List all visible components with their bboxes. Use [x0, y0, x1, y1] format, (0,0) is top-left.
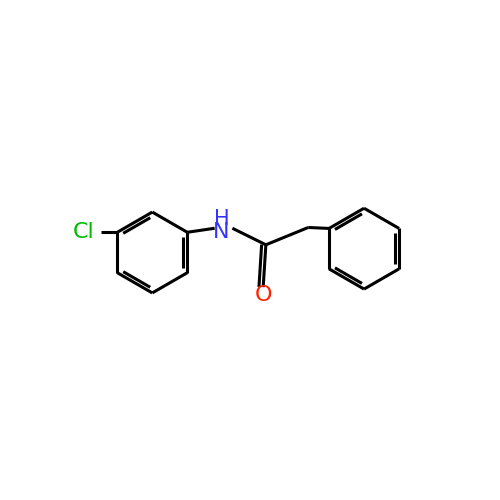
Text: O: O	[254, 285, 272, 305]
Text: N: N	[214, 222, 230, 242]
Text: H: H	[214, 209, 230, 229]
Text: Cl: Cl	[72, 222, 94, 242]
